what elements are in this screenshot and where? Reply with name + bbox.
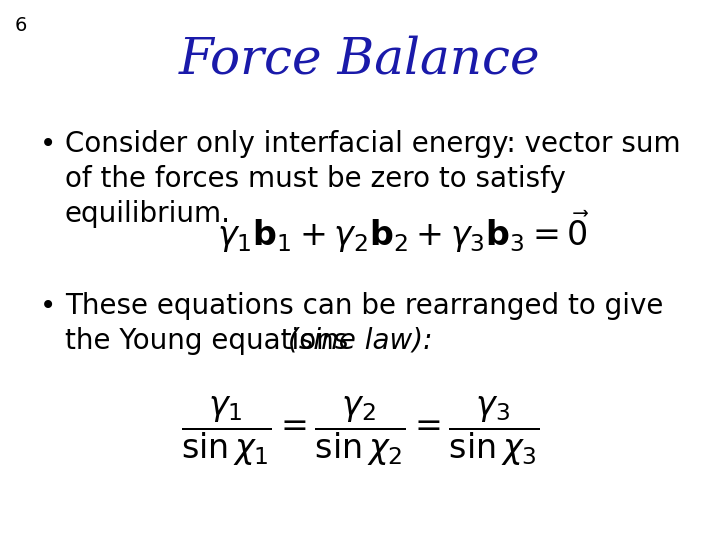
Text: These equations can be rearranged to give: These equations can be rearranged to giv… (65, 292, 663, 320)
Text: of the forces must be zero to satisfy: of the forces must be zero to satisfy (65, 165, 565, 193)
Text: Force Balance: Force Balance (179, 35, 541, 85)
Text: equilibrium.: equilibrium. (65, 200, 231, 228)
Text: the Young equations: the Young equations (65, 327, 357, 355)
Text: $\dfrac{\gamma_1}{\sin\chi_1} = \dfrac{\gamma_2}{\sin\chi_2} = \dfrac{\gamma_3}{: $\dfrac{\gamma_1}{\sin\chi_1} = \dfrac{\… (181, 394, 539, 468)
Text: Consider only interfacial energy: vector sum: Consider only interfacial energy: vector… (65, 130, 680, 158)
Text: 6: 6 (14, 16, 27, 35)
Text: •: • (40, 130, 56, 158)
Text: $\gamma_1\mathbf{b}_1 + \gamma_2\mathbf{b}_2 + \gamma_3\mathbf{b}_3 = \vec{0}$: $\gamma_1\mathbf{b}_1 + \gamma_2\mathbf{… (217, 208, 590, 255)
Text: •: • (40, 292, 56, 320)
Text: (sine law):: (sine law): (288, 327, 433, 355)
